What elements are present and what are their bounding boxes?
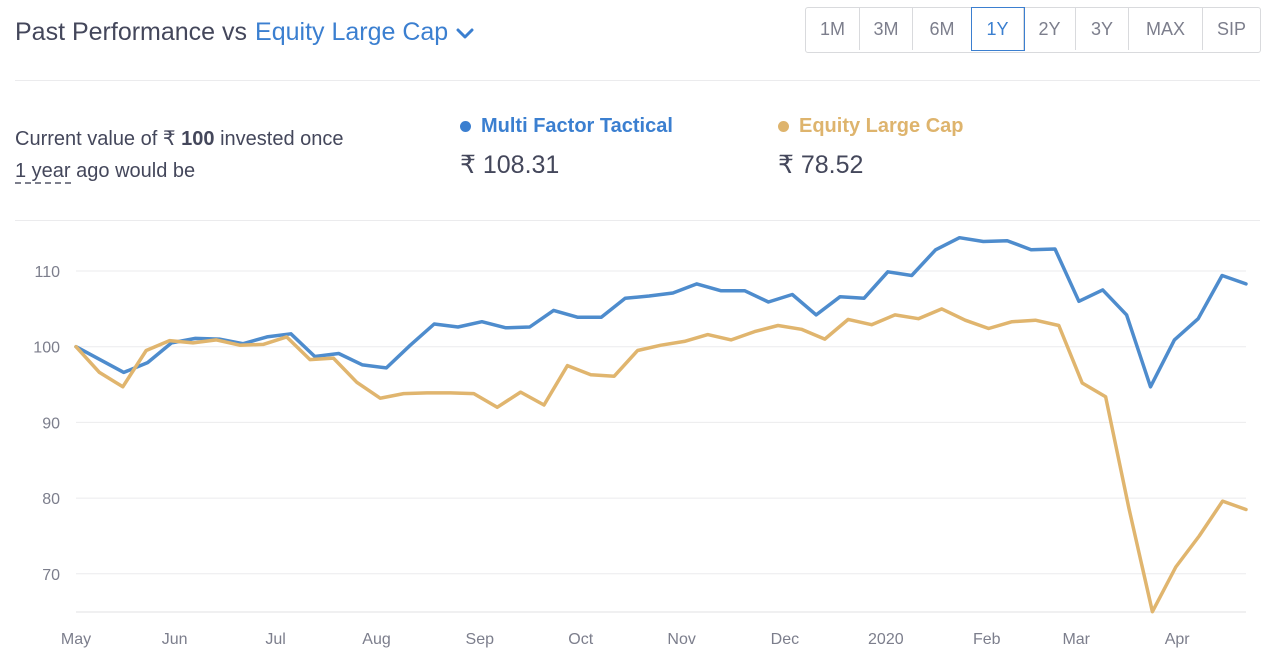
period-button-1y[interactable]: 1Y <box>971 7 1025 51</box>
performance-line-chart[interactable]: 70 80 90 100 110 May Jun Jul Aug Sep Oct Nov Dec 2020… <box>0 230 1280 662</box>
legend-dot-icon <box>460 121 471 132</box>
x-tick-label: Nov <box>667 631 695 648</box>
info-tail: ago would be <box>70 160 196 182</box>
period-button-6m[interactable]: 6M <box>913 8 972 50</box>
info-period-link[interactable]: 1 year <box>15 160 71 184</box>
y-tick-label: 70 <box>42 567 60 584</box>
legend-equity-large-cap: Equity Large Cap ₹ 78.52 <box>778 115 963 180</box>
x-tick-label: Feb <box>973 631 1001 648</box>
x-tick-label: Sep <box>466 631 495 648</box>
x-tick-label: 2020 <box>868 631 904 648</box>
y-tick-label: 90 <box>42 415 60 432</box>
x-tick-label: Dec <box>771 631 799 648</box>
period-button-1m[interactable]: 1M <box>806 8 860 50</box>
series-line-multi-factor-tactical <box>74 235 1248 389</box>
info-prefix: Current value of <box>15 128 163 150</box>
divider <box>15 220 1260 221</box>
x-tick-label: Oct <box>568 631 593 648</box>
chevron-down-icon <box>456 28 474 39</box>
info-suffix: invested once <box>214 128 344 150</box>
x-tick-label: Apr <box>1165 631 1191 648</box>
rupee-symbol: ₹ <box>162 128 176 150</box>
period-button-3m[interactable]: 3M <box>860 8 913 50</box>
legend-name: Equity Large Cap <box>799 115 964 137</box>
x-tick-label: Jul <box>265 631 285 648</box>
investment-info: Current value of ₹ 100 invested once 1 y… <box>15 123 344 187</box>
divider <box>15 80 1260 81</box>
legend-label: Equity Large Cap <box>778 115 963 138</box>
y-tick-label: 100 <box>33 340 60 357</box>
period-button-max[interactable]: MAX <box>1129 8 1203 50</box>
legend-value: ₹ 108.31 <box>460 151 560 179</box>
x-tick-label: Mar <box>1062 631 1090 648</box>
period-button-sip[interactable]: SIP <box>1216 19 1246 39</box>
x-tick-label: Jun <box>162 631 188 648</box>
compare-category-label: Equity Large Cap <box>255 17 449 46</box>
legend-multi-factor-tactical: Multi Factor Tactical ₹ 108.31 <box>460 115 673 180</box>
legend-dot-icon <box>778 121 789 132</box>
compare-category-dropdown[interactable]: Equity Large Cap <box>255 18 474 47</box>
series-line-equity-large-cap <box>74 307 1248 614</box>
y-tick-label: 110 <box>34 264 60 281</box>
legend-label: Multi Factor Tactical <box>460 115 673 138</box>
period-selector: 1M 3M 6M 1Y 2Y 3Y MAX SIP <box>805 7 1261 53</box>
x-tick-label: Aug <box>362 631 390 648</box>
legend-name: Multi Factor Tactical <box>481 115 673 137</box>
period-button-2y[interactable]: 2Y <box>1024 8 1076 50</box>
chart-header: Past Performance vs Equity Large Cap <box>15 12 474 52</box>
y-tick-label: 80 <box>42 491 60 508</box>
page-title: Past Performance vs <box>15 17 248 46</box>
x-tick-label: May <box>61 631 91 648</box>
info-amount: 100 <box>181 128 215 150</box>
legend-value: ₹ 78.52 <box>778 151 864 179</box>
period-button-3y[interactable]: 3Y <box>1076 8 1129 50</box>
